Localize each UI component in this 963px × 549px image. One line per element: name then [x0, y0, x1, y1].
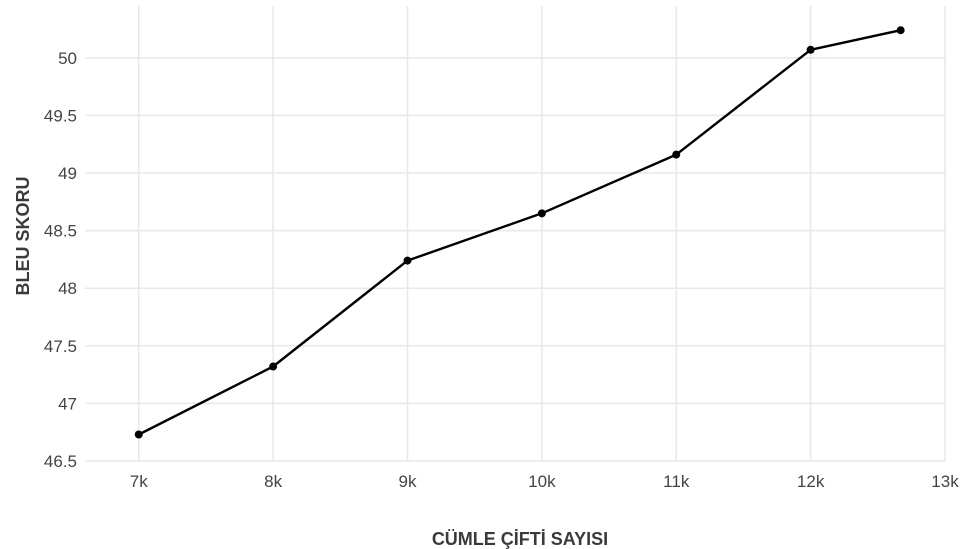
y-tick-label: 49: [58, 164, 77, 183]
data-point: [672, 150, 681, 159]
data-point: [269, 362, 278, 371]
y-axis-title: BLEU SKORU: [13, 176, 33, 295]
y-tick-label: 46.5: [44, 452, 77, 471]
series-line: [138, 29, 901, 436]
data-point: [896, 26, 905, 35]
y-tick-label: 47.5: [44, 337, 77, 356]
y-axis-ticks: 46.5 47 47.5 48 48.5 49 49.5 50: [44, 49, 77, 471]
x-tick-label: 10k: [528, 472, 556, 491]
y-tick-label: 49.5: [44, 106, 77, 125]
x-tick-label: 8k: [264, 472, 282, 491]
data-point: [806, 45, 815, 54]
y-tick-label: 50: [58, 49, 77, 68]
x-tick-label: 13k: [931, 472, 959, 491]
grid: [85, 6, 946, 462]
y-tick-label: 47: [58, 394, 77, 413]
data-point: [537, 209, 546, 218]
x-tick-label: 7k: [130, 472, 148, 491]
series: [134, 26, 905, 439]
y-tick-label: 48: [58, 279, 77, 298]
x-tick-label: 12k: [797, 472, 825, 491]
data-point: [403, 256, 412, 265]
x-tick-label: 11k: [663, 472, 690, 491]
x-axis-title: CÜMLE ÇİFTİ SAYISI: [432, 529, 608, 549]
x-tick-label: 9k: [399, 472, 417, 491]
x-axis-ticks: 7k 8k 9k 10k 11k 12k 13k: [130, 472, 959, 491]
data-point: [134, 430, 143, 439]
y-tick-label: 48.5: [44, 222, 77, 241]
